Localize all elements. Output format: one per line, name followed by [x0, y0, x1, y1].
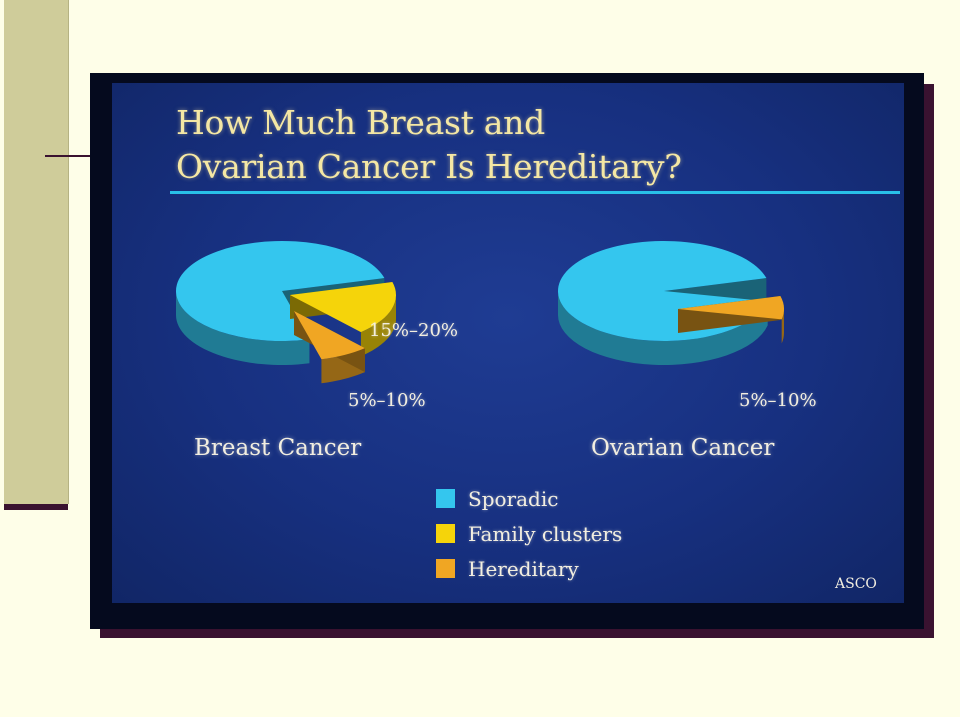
legend-swatch-family-clusters [436, 524, 455, 543]
breast-family-clusters-label: 15%–20% [369, 320, 459, 341]
title-line-1: How Much Breast and [176, 103, 545, 142]
legend-label-sporadic: Sporadic [468, 486, 559, 511]
pie-1-hereditary-side [781, 309, 784, 344]
legend-swatch-sporadic [436, 489, 455, 508]
pie-0-family-clusters-side [360, 295, 396, 357]
slide-panel: How Much Breast and Ovarian Cancer Is He… [112, 83, 904, 603]
legend-swatch-hereditary [436, 559, 455, 578]
title-line-2: Ovarian Cancer Is Hereditary? [176, 147, 682, 186]
pie-charts [176, 241, 784, 384]
pie-0-family-clusters-slice [290, 282, 396, 333]
legend: Sporadic Family clusters Hereditary [436, 481, 622, 586]
legend-label-hereditary: Hereditary [468, 556, 579, 581]
breast-hereditary-label: 5%–10% [348, 390, 426, 411]
pie-0-sporadic-side [176, 291, 310, 365]
pie-1-hereditary-slice [678, 296, 784, 320]
breast-cancer-chart-title: Breast Cancer [194, 435, 362, 461]
pie-1-sporadic-side [558, 291, 768, 366]
ovarian-hereditary-label: 5%–10% [739, 390, 817, 411]
pie-0-sporadic-slice [176, 241, 385, 341]
breast-cancer-pie [176, 241, 396, 384]
slide-title: How Much Breast and Ovarian Cancer Is He… [176, 101, 682, 189]
asco-credit: ASCO [835, 576, 877, 592]
legend-label-family-clusters: Family clusters [468, 521, 623, 546]
legend-item-family-clusters: Family clusters [436, 516, 622, 551]
legend-item-hereditary: Hereditary [436, 551, 622, 586]
legend-item-sporadic: Sporadic [436, 481, 622, 516]
slide-sidebar-bar [4, 0, 69, 504]
ovarian-cancer-pie [558, 241, 784, 366]
pie-0-hereditary-slice [294, 311, 365, 360]
sidebar-rule [4, 504, 68, 510]
title-rule [170, 191, 900, 194]
accent-line [45, 155, 95, 157]
ovarian-cancer-chart-title: Ovarian Cancer [591, 435, 775, 461]
